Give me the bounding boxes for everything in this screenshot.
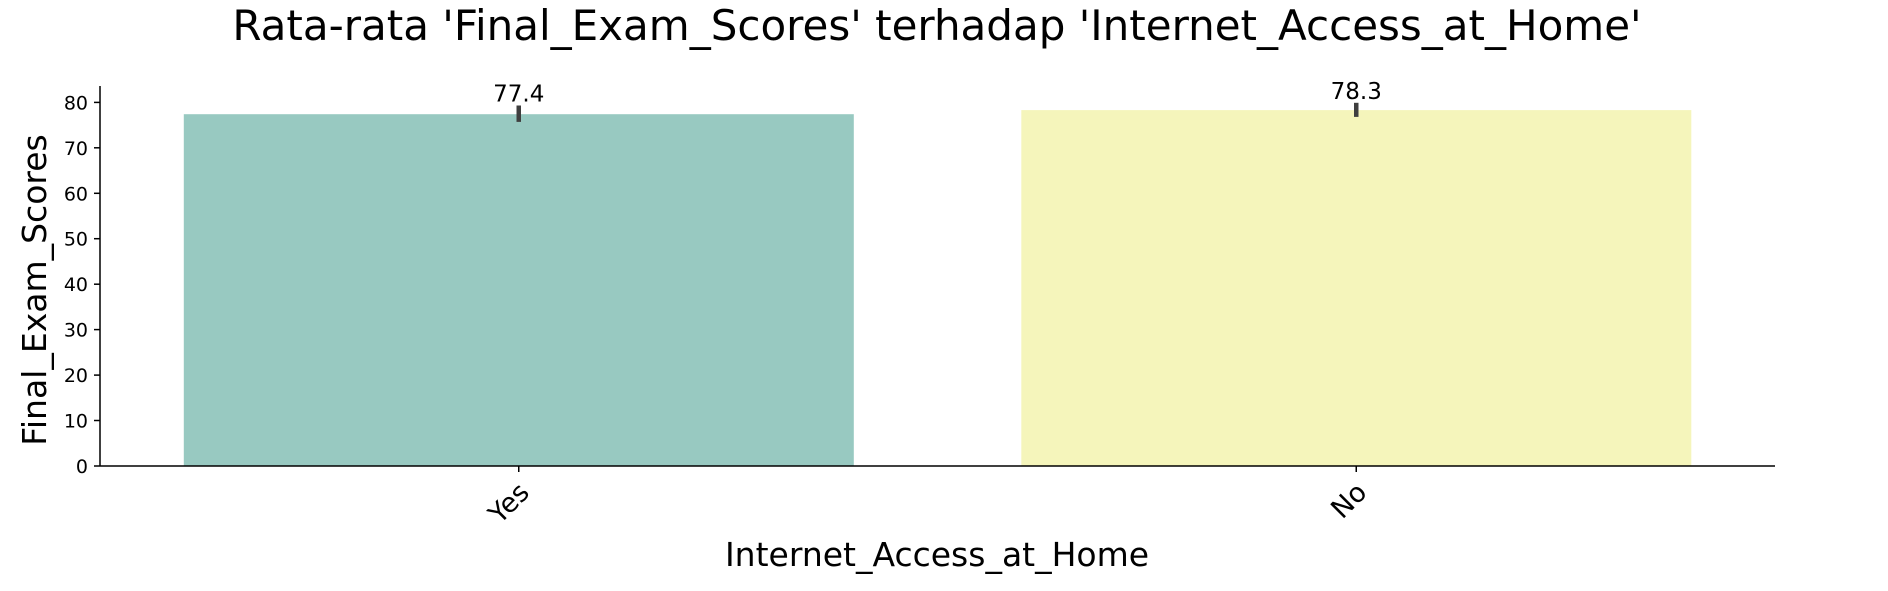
x-axis-title: Internet_Access_at_Home	[725, 535, 1149, 574]
y-tick-label: 40	[64, 274, 88, 296]
y-tick-label: 30	[64, 320, 88, 342]
x-tick-label: No	[1325, 477, 1373, 525]
y-tick-label: 0	[76, 456, 88, 478]
bar-yes	[183, 114, 854, 466]
data-label: 78.3	[1331, 79, 1382, 105]
y-tick-label: 50	[64, 229, 88, 251]
y-tick-label: 70	[64, 138, 88, 160]
y-tick-label: 80	[64, 92, 88, 114]
y-tick-label: 20	[64, 365, 88, 387]
plot-area: 77.4 78.3 0 10 20 30 40 50 60 70 80 Yes No	[64, 79, 1775, 530]
y-tick-label: 10	[64, 411, 88, 433]
y-axis-title: Final_Exam_Scores	[15, 134, 54, 445]
data-label: 77.4	[493, 82, 544, 108]
bar-no	[1021, 110, 1692, 466]
y-tick-label: 60	[64, 183, 88, 205]
x-tick-label: Yes	[482, 477, 535, 530]
chart-title: Rata-rata 'Final_Exam_Scores' terhadap '…	[232, 1, 1641, 50]
